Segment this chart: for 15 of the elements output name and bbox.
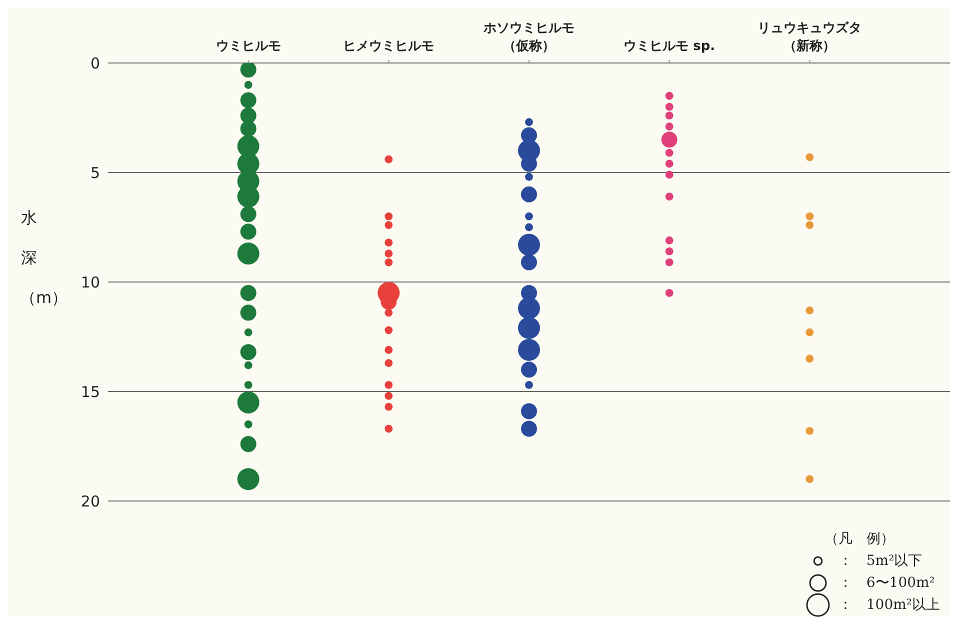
legend-label: ： 6〜100m² <box>838 574 935 592</box>
x-tick-label: リュウキュウズタ（新称） <box>758 21 862 54</box>
x-tick-label: ウミヒルモ sp. <box>624 39 716 54</box>
y-tick-label: 5 <box>90 164 100 182</box>
text: 水深（m） <box>20 208 68 307</box>
x-tick-label: ヒメウミヒルモ <box>343 39 434 54</box>
y-tick-label: 15 <box>80 382 100 401</box>
y-tick-label: 0 <box>90 54 100 72</box>
legend-title: （凡 例） <box>823 530 896 548</box>
y-tick-label: 20 <box>80 492 100 510</box>
legend-label: ： 100m²以上 <box>838 596 940 614</box>
y-tick-label: 10 <box>80 273 100 292</box>
x-tick-label: ウミヒルモ <box>216 39 281 54</box>
legend-label: ： 5m²以下 <box>838 552 922 570</box>
x-tick-label: ホソウミヒルモ（仮称） <box>482 21 574 54</box>
